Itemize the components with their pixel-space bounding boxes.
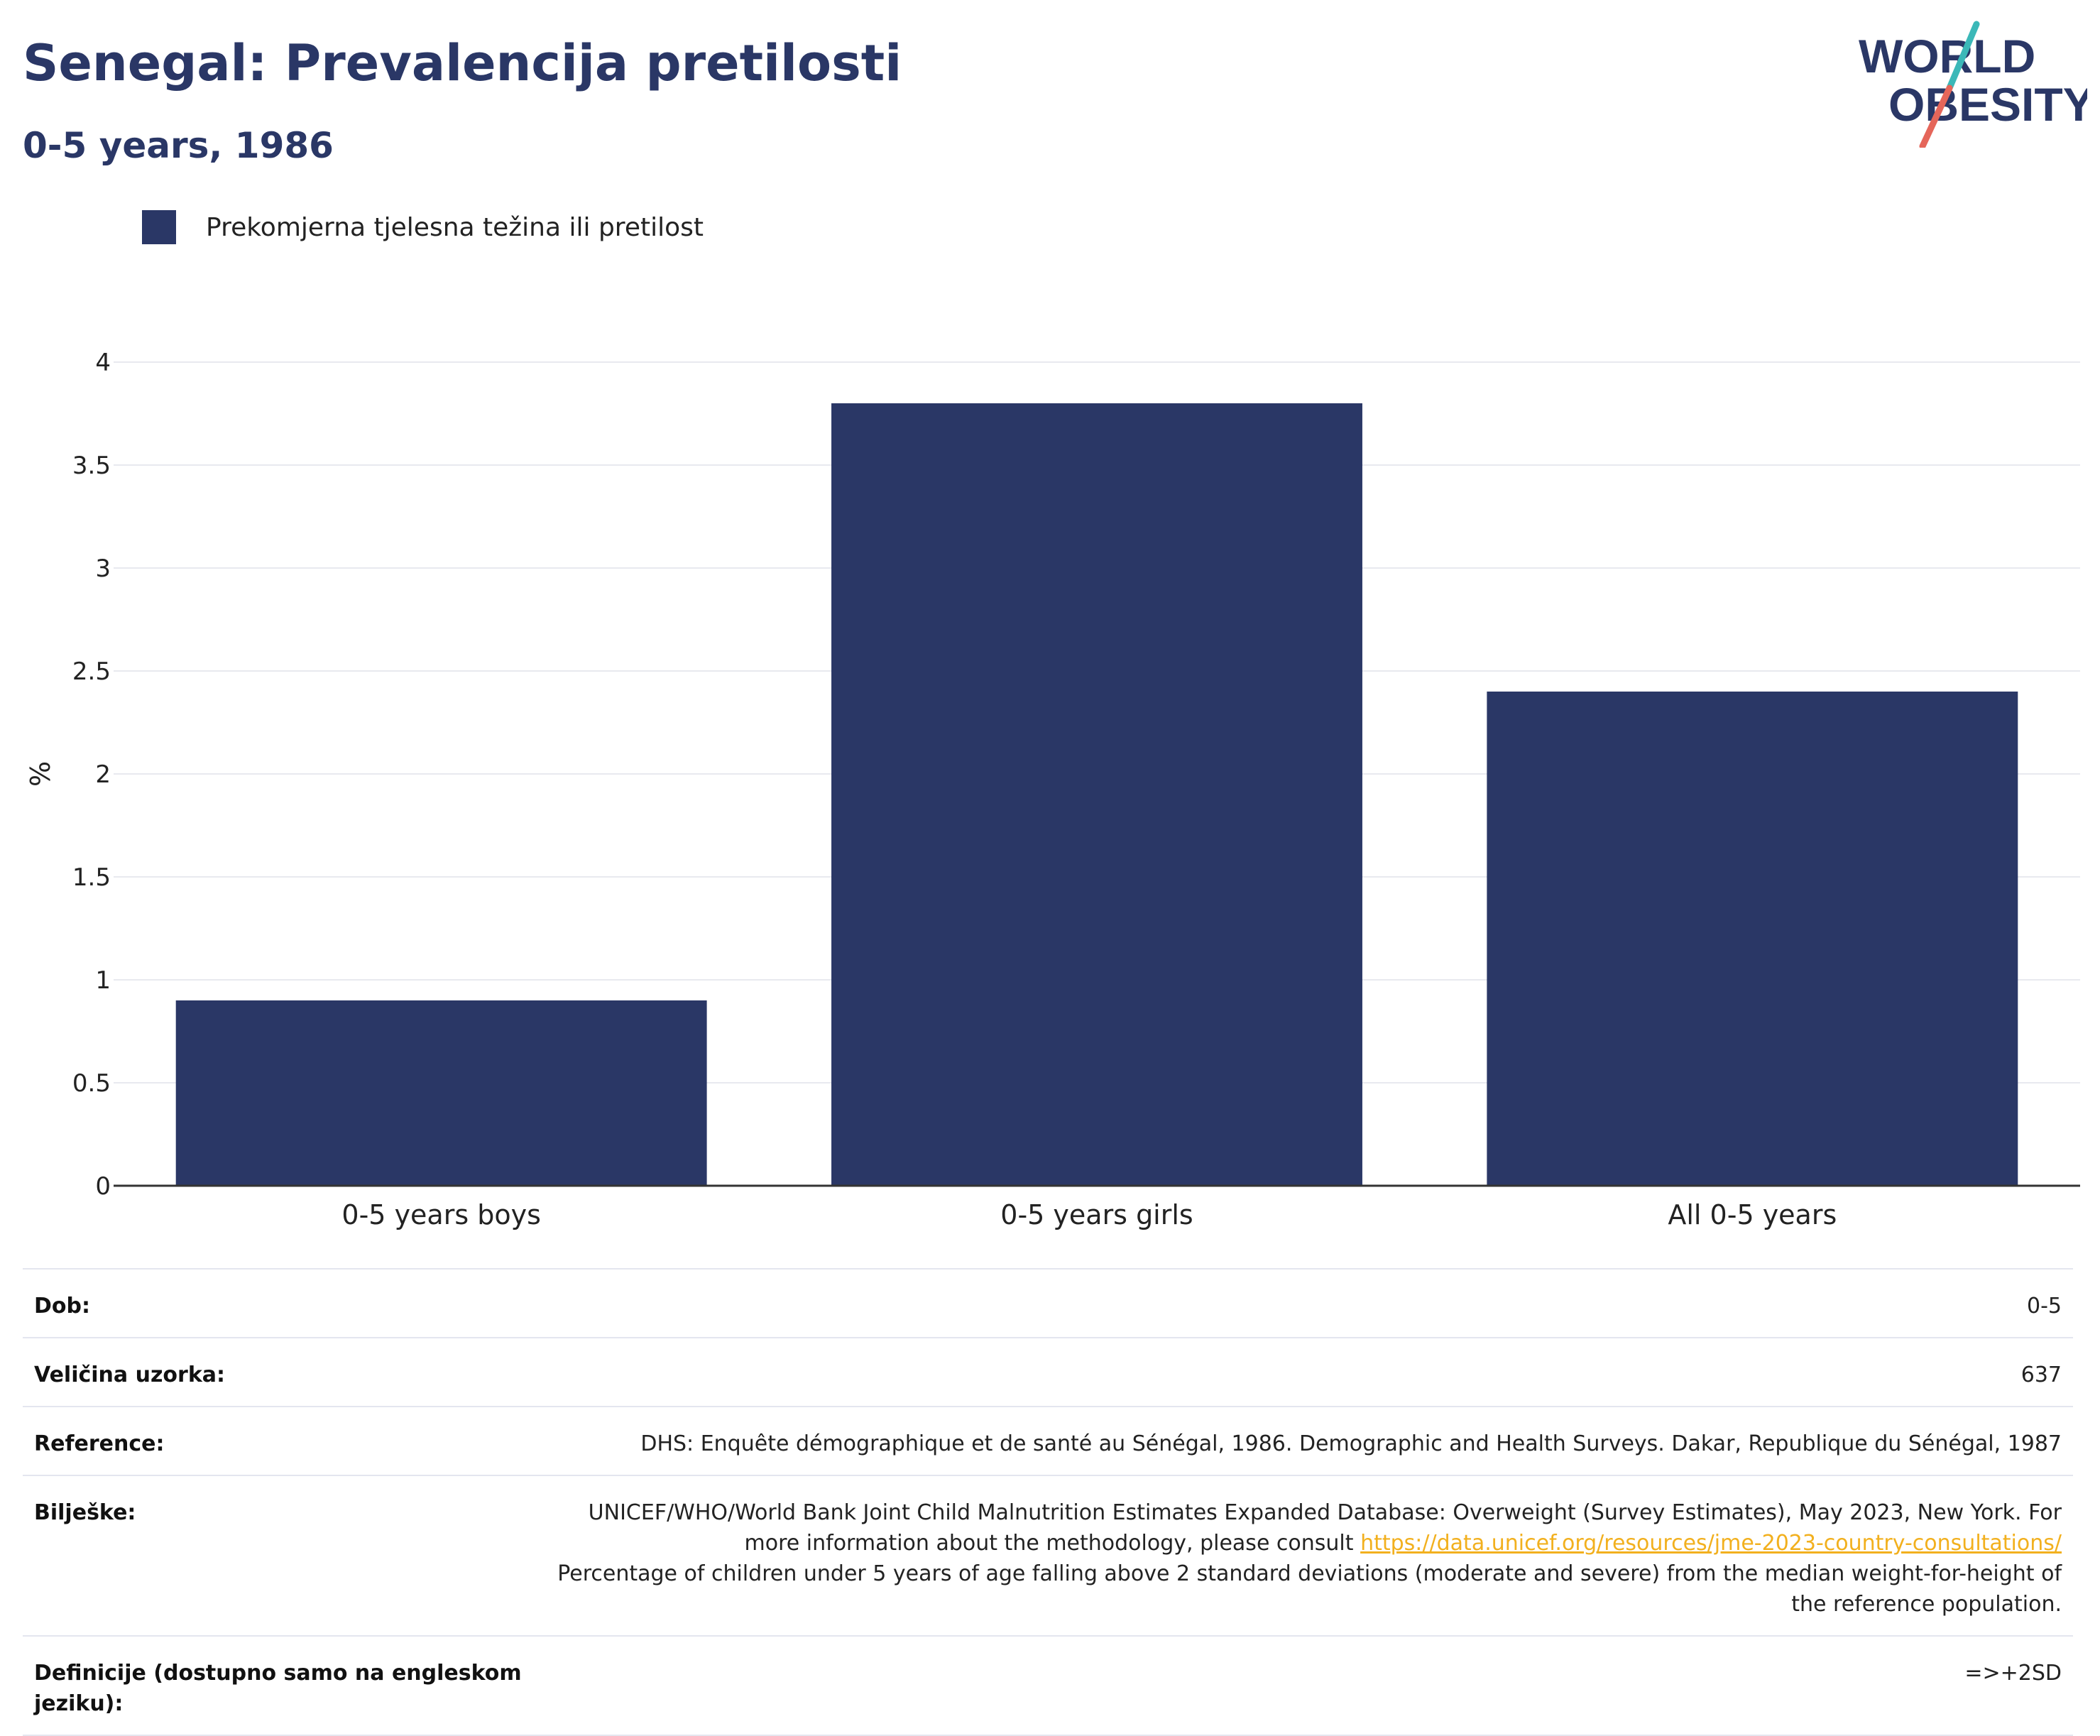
sample-value: 637 [542,1337,2073,1407]
info-row-definitions: Definicije (dostupno samo na engleskom j… [23,1635,2073,1736]
logo-slash-top [1946,21,1980,92]
chart-legend[interactable]: Prekomjerna tjelesna težina ili pretilos… [142,210,704,244]
info-row-sample: Veličina uzorka: 637 [23,1337,2073,1407]
info-table: Dob: 0-5 Veličina uzorka: 637 Reference:… [23,1268,2073,1736]
info-row-reference: Reference: DHS: Enquête démographique et… [23,1406,2073,1475]
x-tick-label: 0-5 years girls [1000,1199,1193,1230]
definitions-value: =>+2SD [542,1635,2073,1736]
reference-value: DHS: Enquête démographique et de santé a… [542,1406,2073,1475]
y-tick-label: 0 [95,1172,111,1201]
notes-definition-text: Percentage of children under 5 years of … [557,1561,2062,1617]
age-value: 0-5 [542,1268,2073,1338]
x-tick-label: All 0-5 years [1668,1199,1837,1230]
y-tick-label: 2 [95,760,111,789]
legend-label: Prekomjerna tjelesna težina ili pretilos… [206,212,704,242]
notes-text: UNICEF/WHO/World Bank Joint Child Malnut… [588,1500,2062,1556]
y-tick-label: 3.5 [72,452,111,480]
logo-slash-bottom [1919,84,1953,148]
info-row-age: Dob: 0-5 [23,1268,2073,1338]
chart-title: Senegal: Prevalencija pretilosti [23,34,902,92]
bar-chart: 0 0.5 1 1.5 2 2.5 3 3.5 4 0-5 years boys 0-5 years… [25,349,2080,1230]
methodology-link[interactable]: https://data.unicef.org/resources/jme-20… [1360,1531,2062,1556]
notes-label: Bilješke: [23,1475,542,1636]
info-row-notes: Bilješke: UNICEF/WHO/World Bank Joint Ch… [23,1475,2073,1636]
age-label: Dob: [23,1268,542,1338]
sample-label: Veličina uzorka: [23,1337,542,1407]
reference-label: Reference: [23,1406,542,1475]
y-tick-label: 0.5 [72,1069,111,1098]
y-tick-label: 2.5 [72,657,111,686]
logo-line1: WORLD [1859,30,2035,82]
y-tick-label: 3 [95,555,111,583]
y-axis-label: % [25,761,56,787]
y-tick-label: 4 [95,349,111,377]
y-tick-label: 1 [95,966,111,995]
bar [1487,692,2018,1186]
legend-swatch [142,210,176,244]
world-obesity-logo: WORLD OBESITY [1859,21,2087,148]
bar [831,403,1362,1186]
logo-line2: OBESITY [1888,78,2087,131]
definitions-label: Definicije (dostupno samo na engleskom j… [23,1635,542,1736]
chart-subtitle: 0-5 years, 1986 [23,125,334,166]
bar [175,1000,707,1186]
notes-value: UNICEF/WHO/World Bank Joint Child Malnut… [542,1475,2073,1636]
y-tick-label: 1.5 [72,863,111,892]
x-tick-label: 0-5 years boys [341,1199,540,1230]
